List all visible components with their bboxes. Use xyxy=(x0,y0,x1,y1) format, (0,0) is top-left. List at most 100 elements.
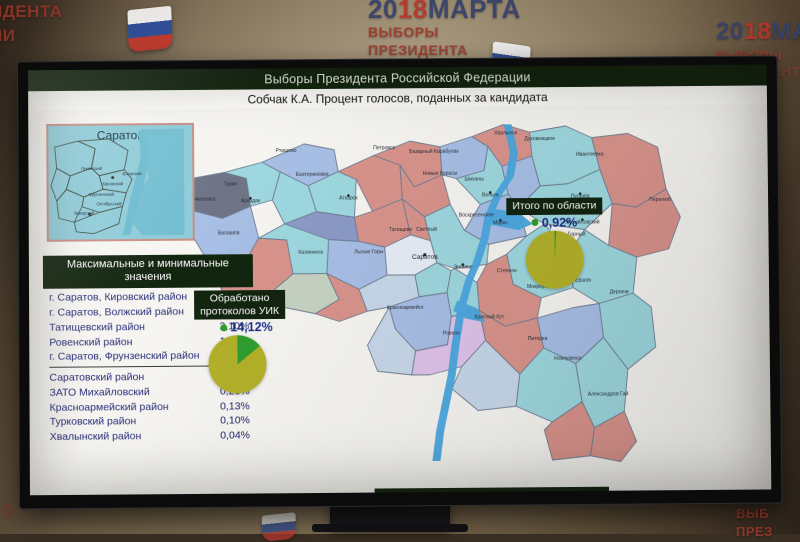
processed-protocols-label-line-2: протоколов УИК xyxy=(200,304,280,318)
backdrop-right-headline: 2018МА xyxy=(716,18,800,46)
inset-district-label: Фрунзенский xyxy=(89,192,115,197)
backdrop-bottom-right-2: ПРЕЗ xyxy=(736,524,773,539)
stats-row-name: г. Саратов, Фрунзенский район xyxy=(49,349,200,364)
oblast-total-label: Итого по области xyxy=(506,197,603,215)
oblast-total-value-row: 0,92% xyxy=(506,215,602,230)
map-district-label: Аткарск xyxy=(339,195,358,201)
map-district-label: Степное xyxy=(497,268,517,274)
stats-row: Турковский район 0,10% xyxy=(44,413,254,429)
processed-protocols-label: Обработано протоколов УИК xyxy=(194,289,286,320)
backdrop-bottom-left: 0 xyxy=(2,500,14,522)
stats-row-value: 0,04% xyxy=(220,429,251,442)
backdrop-center-line-1: ВЫБОРЫ xyxy=(368,24,439,40)
backdrop-right-head-suffix: МА xyxy=(771,18,800,45)
stats-row-name: Турковский район xyxy=(49,415,137,429)
stats-panel-header: Максимальные и минимальные значения xyxy=(42,254,254,289)
processed-protocols-value: 14,12% xyxy=(230,320,273,335)
map-district-label: Маркс xyxy=(493,220,508,226)
map-district-label: Красноармейск xyxy=(387,304,424,311)
inset-district-label: Заводской xyxy=(74,210,95,215)
stats-row-value: 0,13% xyxy=(219,399,250,413)
map-district-label: Ртищево xyxy=(276,148,297,154)
stats-row: Красноармейский район 0,13% xyxy=(44,399,254,415)
map-district-label: Михайловский xyxy=(565,218,599,225)
processed-protocols-value-row: 14,12% xyxy=(194,320,285,335)
map-district-label: Питерка xyxy=(528,336,548,342)
backdrop-center-line-2: ПРЕЗИДЕНТА xyxy=(368,42,468,58)
stats-row-name: Ровенский район xyxy=(49,335,133,349)
map-district-label: Новые Бурасы xyxy=(423,171,458,177)
map-district-label: Лысые Горы xyxy=(354,249,384,255)
processed-protocols-pie-chart xyxy=(208,335,267,394)
backdrop-right-head-prefix: 20 xyxy=(716,18,744,45)
russian-flag-icon xyxy=(261,512,297,542)
map-district-label: Аркадак xyxy=(241,198,261,204)
map-district-label: Перелюб xyxy=(649,197,671,203)
map-district-label: Хвалынск xyxy=(494,130,518,136)
backdrop-left-line-1: ИДЕНТА xyxy=(0,2,63,21)
stats-row: Хвалынский район 0,04% xyxy=(44,428,254,444)
map-district-label: Базарный Карабулак xyxy=(409,148,459,155)
map-district-label: Шиханы xyxy=(464,176,484,182)
map-district-label: Ивантеевка xyxy=(576,152,604,158)
map-district-label: Воскресенское xyxy=(459,212,494,218)
oblast-total-value: 0,92% xyxy=(541,215,578,230)
stats-row-name: г. Саратов, Волжский район xyxy=(49,305,184,319)
backdrop-center-head-prefix: 20 xyxy=(368,0,398,24)
map-district-label: Новоузенск xyxy=(554,356,582,362)
backdrop-center-head-suffix: МАРТА xyxy=(427,0,521,24)
stats-row-name: Саратовский район xyxy=(49,371,145,384)
inset-svg: Ленинский Волжский Кировский Фрунзенский Окт… xyxy=(50,128,185,236)
slide-canvas: Романовка Турки Ртищево Аркадак Екатериновка… xyxy=(28,104,772,496)
map-district-label: Духовницкое xyxy=(524,136,555,142)
map-district-label: Ершов xyxy=(575,277,591,283)
map-district-label: Красный Кут xyxy=(474,313,504,320)
stats-header-line-1: Максимальные и минимальные xyxy=(66,257,229,271)
processed-protocols-label-line-1: Обработано xyxy=(209,292,270,305)
stats-header-line-2: значения xyxy=(124,271,172,284)
map-district-label: Калининск xyxy=(298,250,324,256)
legend-title: Голосов за кандидата, % xyxy=(374,486,610,496)
inset-district-label: Волжский xyxy=(122,171,142,176)
slide-subtitle: Собчак К.А. Процент голосов, поданных за… xyxy=(247,89,548,106)
inset-district-label: Кировский xyxy=(102,181,123,186)
map-district-label: Турки xyxy=(224,181,237,187)
map-district-label: Горный xyxy=(568,231,586,238)
stats-row-name: ЗАТО Михайловский xyxy=(49,385,150,399)
russian-flag-icon xyxy=(127,5,173,53)
backdrop-left-line-2: ИИ xyxy=(0,26,16,45)
processed-protocols-callout[interactable]: Обработано протоколов УИК 14,12% xyxy=(194,289,286,394)
stats-row-name: Красноармейский район xyxy=(49,400,169,414)
inset-district-label: Ленинский xyxy=(81,166,103,171)
map-district-label: Пугачёв xyxy=(571,194,590,200)
legend-dot-icon xyxy=(531,219,539,227)
map-district-label: Вольск xyxy=(482,192,499,198)
map-district-label: Александров Гай xyxy=(588,390,629,397)
backdrop-center-headline: 2018МАРТА xyxy=(368,0,521,25)
inset-district-label: Октябрьский xyxy=(96,201,122,206)
slide-title: Выборы Президента Российской Федерации xyxy=(264,69,531,86)
map-district-label: Энгельс xyxy=(453,264,473,270)
map-district-label: Петровск xyxy=(373,145,396,151)
stats-row-name: г. Саратов, Кировский район xyxy=(49,290,188,304)
monitor-screen: Выборы Президента Российской Федерации С… xyxy=(28,64,772,496)
oblast-total-callout[interactable]: Итого по области 0,92% xyxy=(506,197,603,289)
saratov-city-inset-map[interactable]: Саратов xyxy=(46,122,195,242)
map-legend: Голосов за кандидата, % Нет данных0.0 - … xyxy=(374,486,610,496)
legend-dot-icon xyxy=(220,324,228,332)
map-district-label: Мокроус xyxy=(527,284,547,290)
stats-row-name: Татищевский район xyxy=(49,320,146,334)
backdrop-right-head-accent: 18 xyxy=(743,18,772,45)
stats-row-value: 0,10% xyxy=(220,414,250,428)
map-district-label: Саратов xyxy=(412,254,438,261)
presentation-slide: Выборы Президента Российской Федерации С… xyxy=(28,64,772,496)
backdrop-bottom-right-1: ВЫБ xyxy=(736,506,769,521)
oblast-total-pie-chart xyxy=(525,230,585,289)
map-district-label: Романовка xyxy=(190,197,216,203)
map-district-label: Екатериновка xyxy=(296,172,329,178)
stats-row-name: Хвалынский район xyxy=(49,430,142,444)
map-district-label: Светлый xyxy=(416,226,437,233)
map-district-label: Ровное xyxy=(443,331,460,337)
map-district-label: Балашов xyxy=(218,230,240,236)
map-district-label: Дергачи xyxy=(610,289,629,295)
